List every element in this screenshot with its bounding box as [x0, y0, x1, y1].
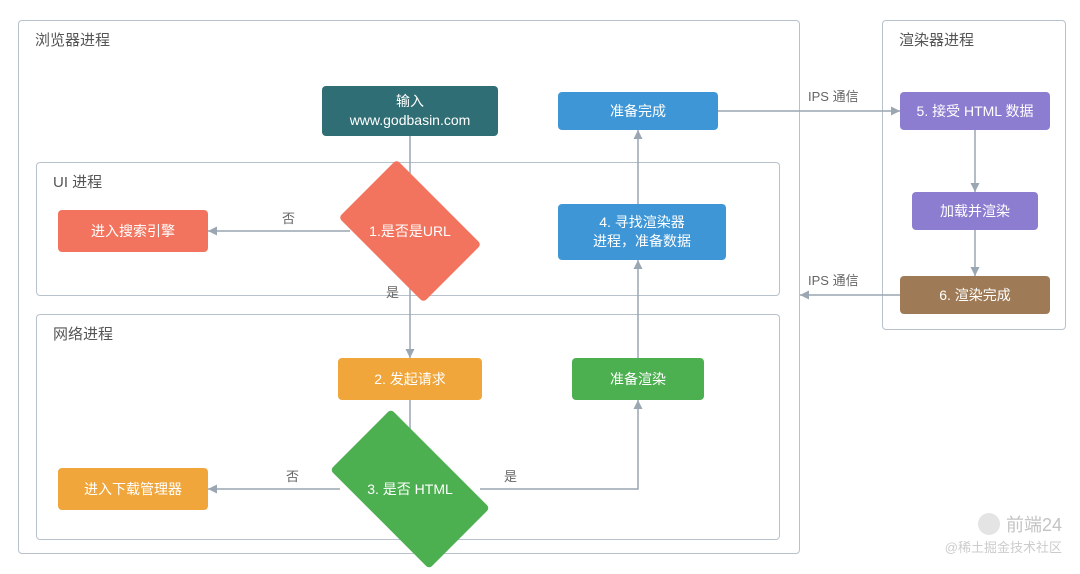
group-browser-label: 浏览器进程	[35, 29, 110, 50]
decision-is-html: 3. 是否 HTML	[340, 446, 480, 532]
edge-label-no-2: 否	[286, 466, 299, 485]
edge-label-no-1: 否	[282, 208, 295, 227]
node-download-manager: 进入下载管理器	[58, 468, 208, 510]
wechat-icon	[978, 513, 1000, 535]
node-prepare-render: 准备渲染	[572, 358, 704, 400]
node-ready: 准备完成	[558, 92, 718, 130]
node-input-url: 输入www.godbasin.com	[322, 86, 498, 136]
edge-label-ips-1: IPS 通信	[808, 86, 859, 105]
group-renderer-label: 渲染器进程	[899, 29, 974, 50]
watermark: 前端24 @稀土掘金技术社区	[945, 511, 1062, 556]
node-send-request: 2. 发起请求	[338, 358, 482, 400]
node-search-engine: 进入搜索引擎	[58, 210, 208, 252]
node-find-renderer: 4. 寻找渲染器进程，准备数据	[558, 204, 726, 260]
edge-label-yes-1: 是	[386, 282, 399, 301]
node-render-done: 6. 渲染完成	[900, 276, 1050, 314]
node-receive-html: 5. 接受 HTML 数据	[900, 92, 1050, 130]
diagram-stage: 浏览器进程 UI 进程 网络进程 渲染器进程 输入www.godbasin.co…	[0, 0, 1080, 574]
node-load-render: 加载并渲染	[912, 192, 1038, 230]
watermark-title: 前端24	[1006, 511, 1062, 537]
watermark-subtitle: @稀土掘金技术社区	[945, 537, 1062, 556]
decision-is-url: 1.是否是URL	[350, 190, 470, 272]
group-ui-label: UI 进程	[53, 171, 102, 192]
group-network-label: 网络进程	[53, 323, 113, 344]
edge-label-ips-2: IPS 通信	[808, 270, 859, 289]
edge-label-yes-2: 是	[504, 466, 517, 485]
